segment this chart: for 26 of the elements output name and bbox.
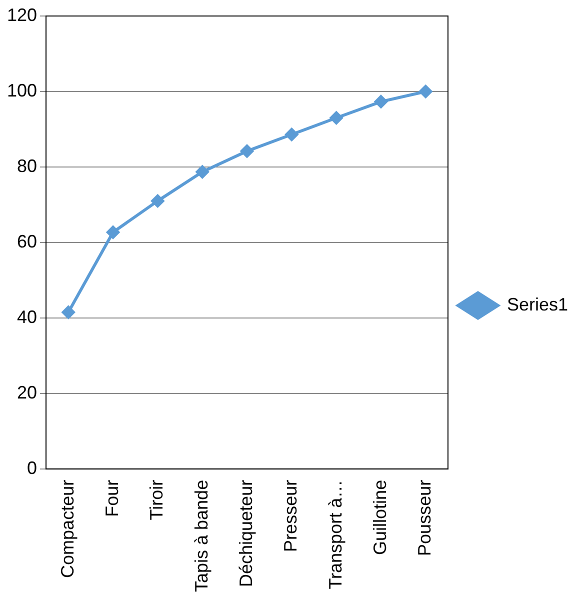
y-tick-label: 80	[17, 156, 38, 176]
x-tick-label: Déchiqueteur	[236, 480, 256, 587]
point	[196, 165, 209, 178]
point	[419, 84, 432, 98]
point	[374, 95, 388, 108]
x-tick-label: Four	[102, 480, 122, 517]
point	[151, 194, 164, 208]
y-tick-label: 60	[17, 231, 38, 252]
legend-label: Series1	[506, 294, 568, 314]
y-tick-label: 40	[17, 306, 38, 327]
point	[285, 128, 298, 142]
x-tick-label: Tiroir	[146, 480, 167, 520]
point	[330, 111, 343, 124]
y-tick-label: 20	[17, 382, 38, 402]
point	[240, 144, 254, 158]
x-tick-label: Transport à…	[325, 480, 346, 590]
point	[106, 226, 120, 239]
y-tick-label: 120	[6, 4, 38, 25]
x-tick-label: Pousseur	[414, 480, 435, 556]
y-tick-label: 100	[6, 80, 38, 100]
y-tick-label: 0	[27, 458, 38, 478]
point	[62, 306, 75, 319]
x-tick-label: Guillotine	[370, 480, 390, 555]
x-tick-label: Tapis à bande	[191, 480, 212, 592]
x-tick-label: Presseur	[280, 480, 301, 552]
x-tick-label: Compacteur	[57, 480, 78, 578]
